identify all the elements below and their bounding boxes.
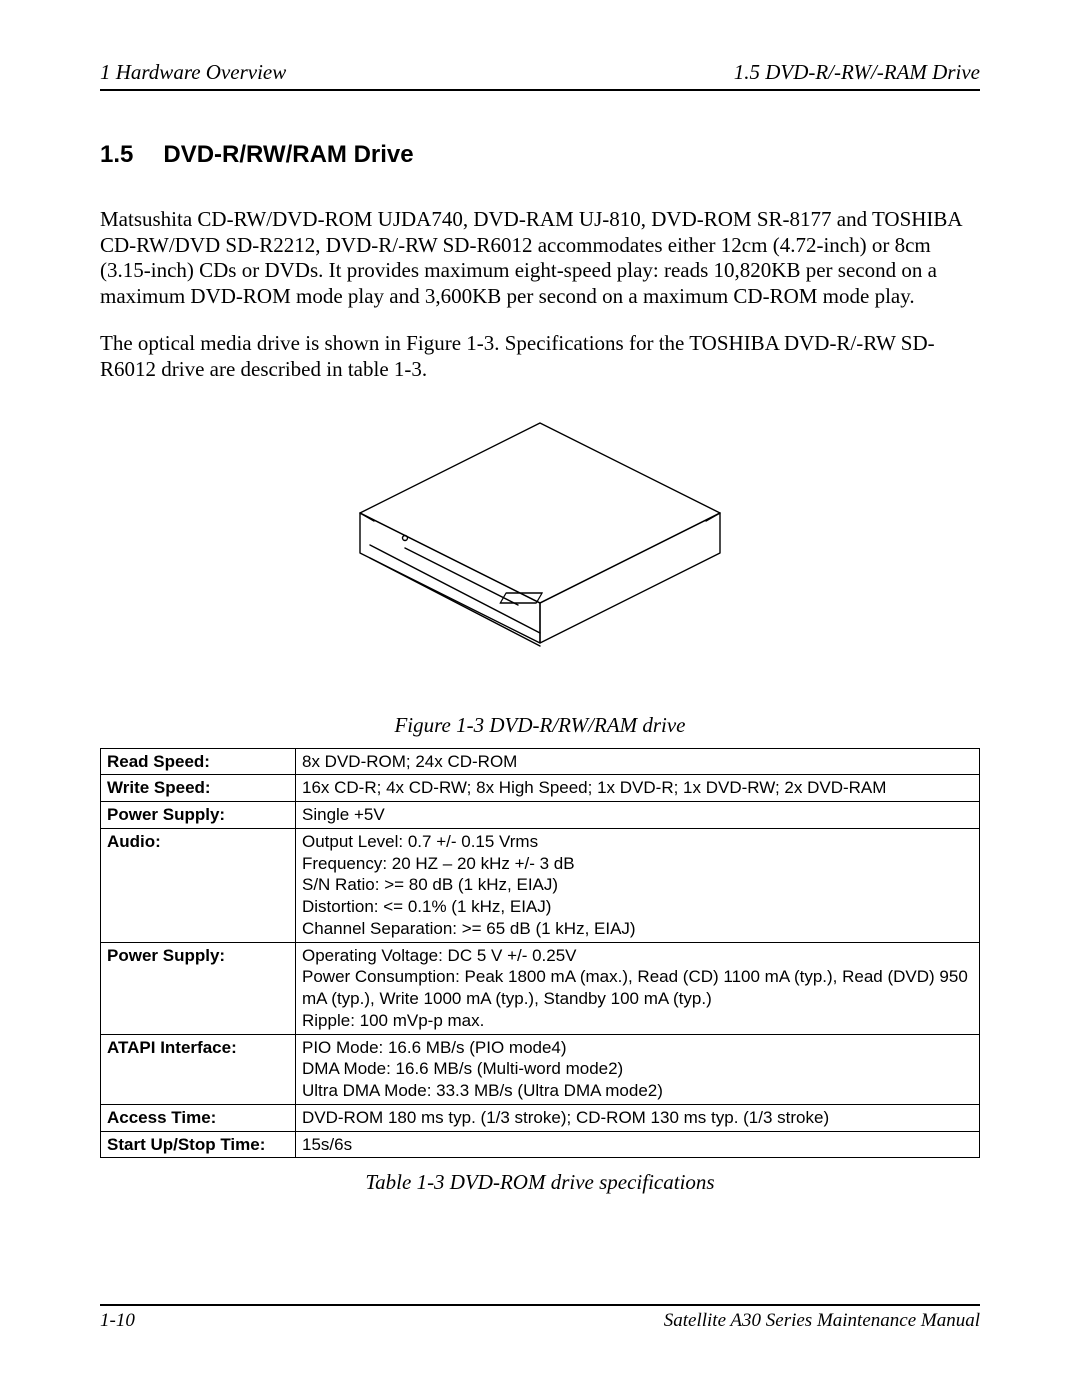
body-text: Matsushita CD-RW/DVD-ROM UJDA740, DVD-RA…	[100, 207, 980, 383]
table-row: ATAPI Interface:PIO Mode: 16.6 MB/s (PIO…	[101, 1034, 980, 1104]
spec-label: Audio:	[101, 828, 296, 942]
header-right: 1.5 DVD-R/-RW/-RAM Drive	[734, 60, 980, 85]
spec-label: Read Speed:	[101, 748, 296, 775]
spec-label: Power Supply:	[101, 942, 296, 1034]
spec-label: Access Time:	[101, 1104, 296, 1131]
running-header: 1 Hardware Overview 1.5 DVD-R/-RW/-RAM D…	[100, 60, 980, 91]
spec-value: 8x DVD-ROM; 24x CD-ROM	[296, 748, 980, 775]
table-row: Power Supply:Single +5V	[101, 802, 980, 829]
footer-manual-title: Satellite A30 Series Maintenance Manual	[664, 1310, 980, 1332]
paragraph-1: Matsushita CD-RW/DVD-ROM UJDA740, DVD-RA…	[100, 207, 980, 309]
optical-drive-icon	[350, 413, 730, 693]
spec-value: PIO Mode: 16.6 MB/s (PIO mode4)DMA Mode:…	[296, 1034, 980, 1104]
table-row: Start Up/Stop Time:15s/6s	[101, 1131, 980, 1158]
table-caption: Table 1-3 DVD-ROM drive specifications	[100, 1170, 980, 1195]
spec-value: Single +5V	[296, 802, 980, 829]
spec-label: Start Up/Stop Time:	[101, 1131, 296, 1158]
spec-value: 15s/6s	[296, 1131, 980, 1158]
section-number: 1.5	[100, 141, 133, 169]
table-row: Power Supply:Operating Voltage: DC 5 V +…	[101, 942, 980, 1034]
footer-page-number: 1-10	[100, 1310, 135, 1332]
spec-value: 16x CD-R; 4x CD-RW; 8x High Speed; 1x DV…	[296, 775, 980, 802]
table-row: Access Time:DVD-ROM 180 ms typ. (1/3 str…	[101, 1104, 980, 1131]
section-heading: 1.5 DVD-R/RW/RAM Drive	[100, 141, 980, 169]
spec-value: Output Level: 0.7 +/- 0.15 VrmsFrequency…	[296, 828, 980, 942]
figure-1-3: Figure 1-3 DVD-R/RW/RAM drive	[100, 413, 980, 738]
spec-label: Write Speed:	[101, 775, 296, 802]
figure-caption: Figure 1-3 DVD-R/RW/RAM drive	[100, 713, 980, 738]
spec-value: DVD-ROM 180 ms typ. (1/3 stroke); CD-ROM…	[296, 1104, 980, 1131]
page: 1 Hardware Overview 1.5 DVD-R/-RW/-RAM D…	[0, 0, 1080, 1397]
paragraph-2: The optical media drive is shown in Figu…	[100, 331, 980, 382]
spec-label: ATAPI Interface:	[101, 1034, 296, 1104]
section-title: DVD-R/RW/RAM Drive	[163, 141, 413, 169]
spec-table: Read Speed:8x DVD-ROM; 24x CD-ROMWrite S…	[100, 748, 980, 1159]
table-row: Audio:Output Level: 0.7 +/- 0.15 VrmsFre…	[101, 828, 980, 942]
spec-label: Power Supply:	[101, 802, 296, 829]
header-left: 1 Hardware Overview	[100, 60, 286, 85]
table-row: Read Speed:8x DVD-ROM; 24x CD-ROM	[101, 748, 980, 775]
spec-value: Operating Voltage: DC 5 V +/- 0.25VPower…	[296, 942, 980, 1034]
running-footer: 1-10 Satellite A30 Series Maintenance Ma…	[100, 1304, 980, 1332]
table-row: Write Speed:16x CD-R; 4x CD-RW; 8x High …	[101, 775, 980, 802]
